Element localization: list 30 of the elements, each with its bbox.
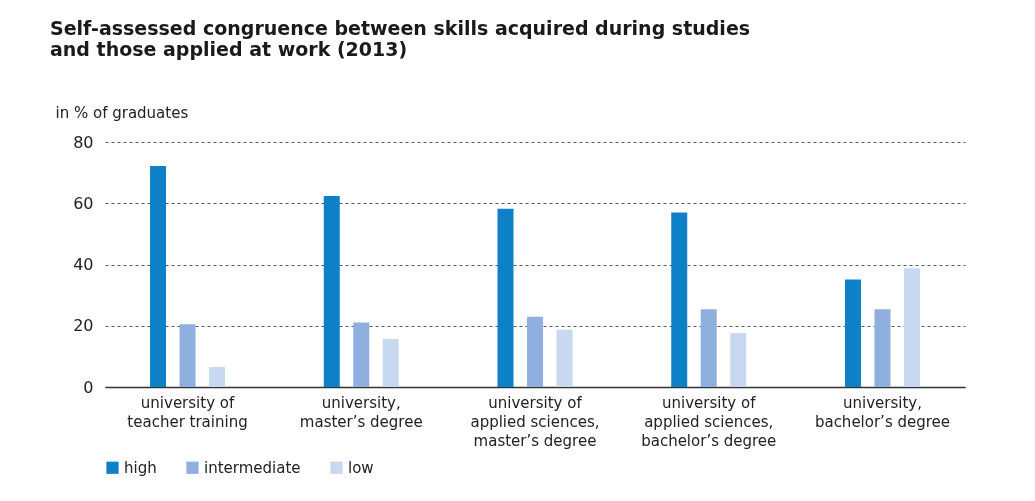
bar xyxy=(671,212,688,387)
x-tick-label: university, bachelor’s degree xyxy=(814,393,951,431)
bar xyxy=(323,195,340,387)
bar xyxy=(209,367,226,387)
bar xyxy=(700,309,717,387)
bar xyxy=(556,329,573,387)
bar xyxy=(353,322,370,387)
bar xyxy=(527,316,543,387)
y-tick-label: 0 xyxy=(83,377,94,397)
bar xyxy=(903,268,920,387)
x-tick-label: university of applied sciences, bachelor’s degree xyxy=(641,393,777,450)
bar xyxy=(150,165,167,387)
legend-label: low xyxy=(348,458,374,477)
chart-title: Self-assessed congruence between skills acquired during studies and those applied at work (2013) xyxy=(50,17,751,60)
bar xyxy=(730,333,747,387)
y-tick-label: 80 xyxy=(73,132,94,152)
bar xyxy=(874,309,891,387)
y-tick-label: 60 xyxy=(73,193,94,213)
x-tick-label: university, master’s degree xyxy=(299,393,423,431)
x-tick-label: university of applied sciences, master’s degree xyxy=(470,393,600,450)
legend-label: intermediate xyxy=(204,458,301,477)
bar xyxy=(844,279,861,387)
bar xyxy=(497,208,514,387)
y-tick-label: 20 xyxy=(73,316,94,336)
bar xyxy=(179,324,196,387)
bar xyxy=(382,338,399,387)
x-tick-label: university of teacher training xyxy=(127,393,248,431)
y-tick-label: 40 xyxy=(73,255,94,274)
y-axis-title: in % of graduates xyxy=(55,103,189,122)
legend-label: high xyxy=(124,458,157,477)
